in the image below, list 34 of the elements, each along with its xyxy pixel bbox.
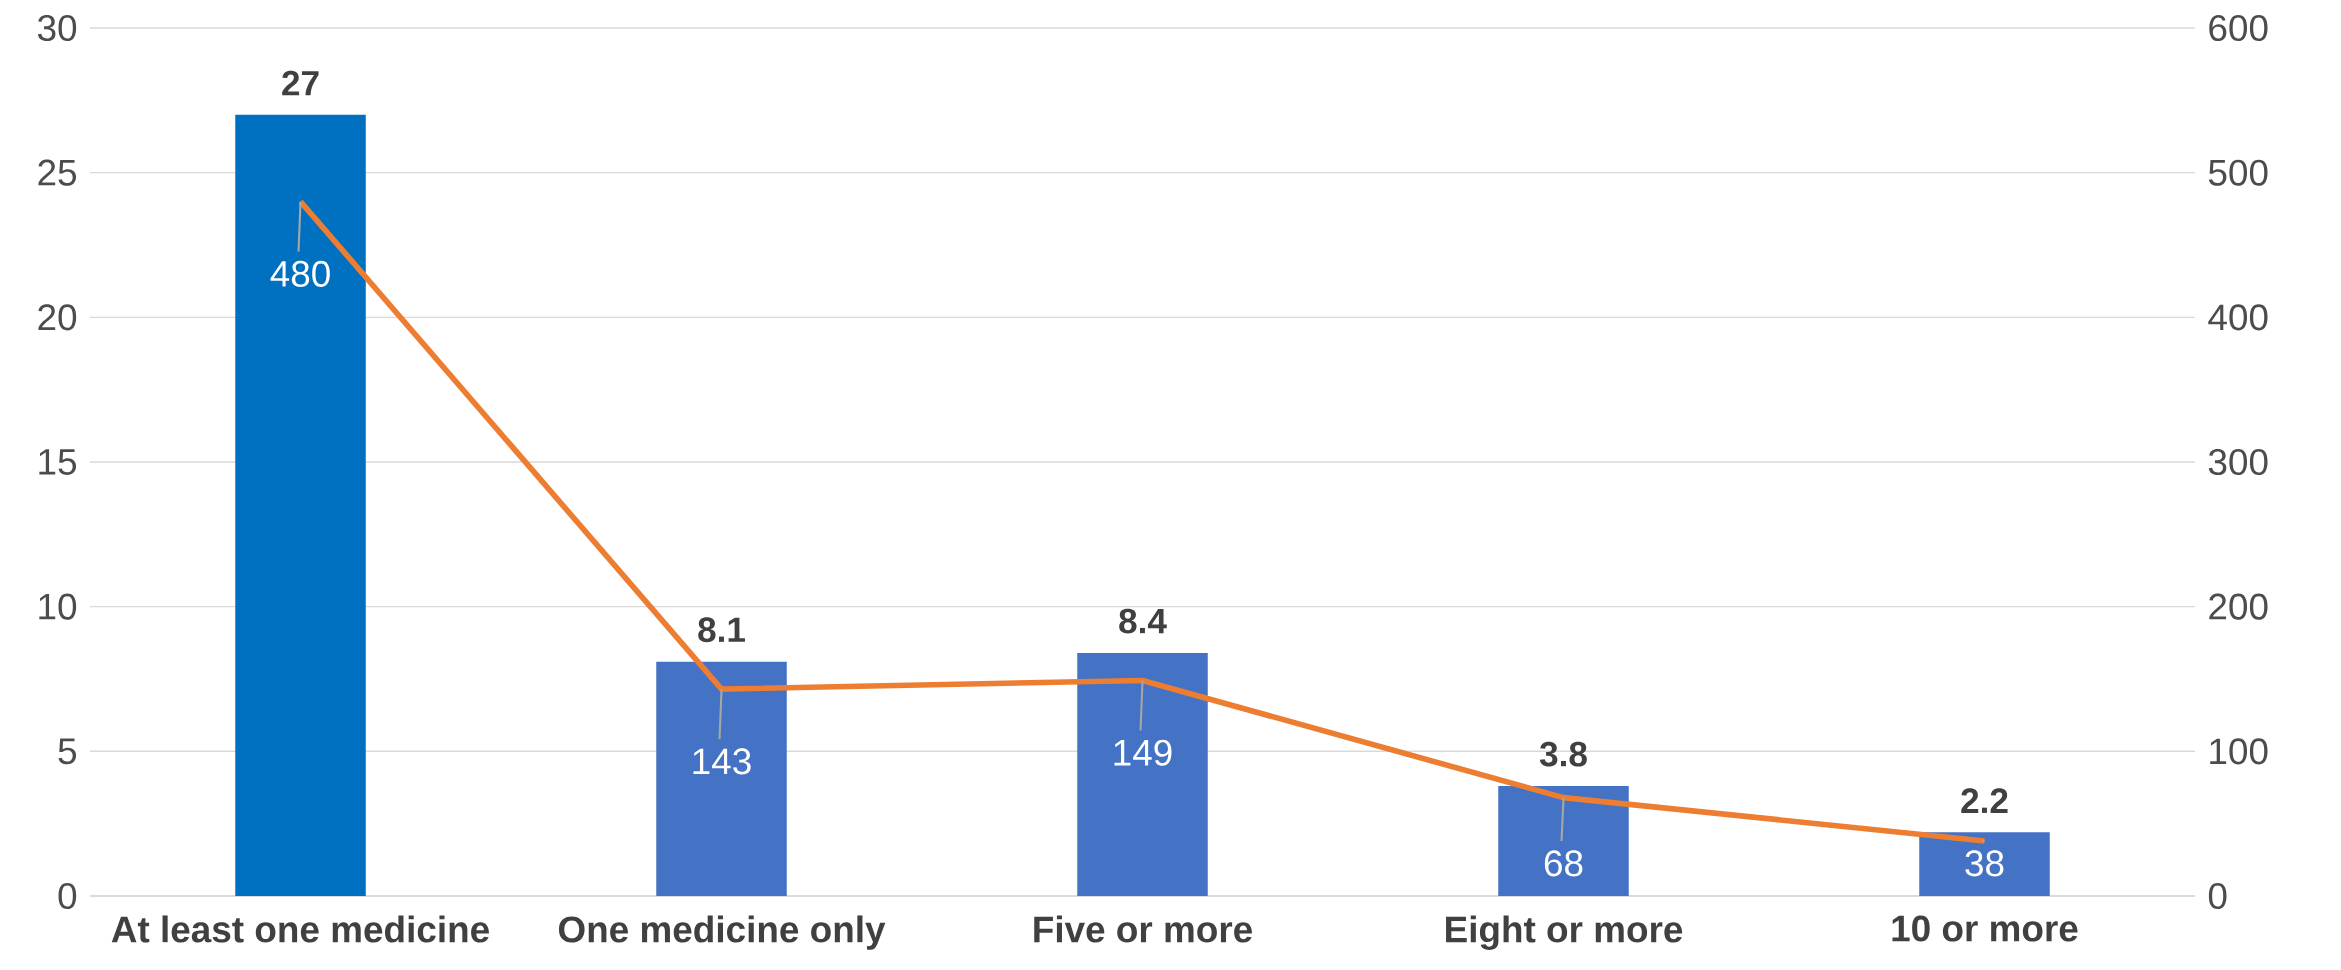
y-tick-label: 20 <box>38 304 77 331</box>
x-tick-label: Eight or more <box>1446 915 1683 950</box>
y-tick-label: 25 <box>38 159 77 186</box>
data-label: 3.8 <box>1539 741 1587 767</box>
y2-tick-label: 400 <box>2208 304 2268 331</box>
data-label: 27 <box>282 70 319 96</box>
data-label: 8.1 <box>698 617 745 643</box>
y-tick-label: 10 <box>39 593 77 620</box>
data-label: 68 <box>1544 850 1583 877</box>
x-tick-label: 10 or more <box>1892 915 2078 942</box>
data-label: 38 <box>1965 850 2004 877</box>
data-label: 480 <box>270 260 330 287</box>
data-label: 8.4 <box>1119 608 1167 634</box>
y2-tick-label: 300 <box>2208 448 2268 476</box>
data-label: 143 <box>693 748 751 775</box>
y2-tick-label: 600 <box>2209 14 2268 42</box>
y2-tick-label: 200 <box>2209 593 2268 620</box>
x-tick-label: One medicine only <box>558 915 886 950</box>
y-tick-label: 0 <box>58 882 77 910</box>
y-tick-label: 5 <box>58 738 77 765</box>
x-tick-label: Five or more <box>1034 915 1252 943</box>
bar <box>656 661 787 896</box>
bar <box>1919 832 2050 896</box>
bar <box>235 114 366 896</box>
x-tick-label: At least one medicine <box>111 915 489 943</box>
y2-tick-label: 0 <box>2208 882 2227 910</box>
bar <box>1498 786 1629 896</box>
bar <box>1077 652 1208 896</box>
y2-tick-label: 100 <box>2210 738 2268 765</box>
y-tick-label: 15 <box>39 449 77 475</box>
y2-tick-label: 500 <box>2208 159 2268 186</box>
data-label: 149 <box>1114 739 1172 766</box>
y-tick-label: 30 <box>37 14 77 42</box>
data-label: 2.2 <box>1961 788 2008 813</box>
